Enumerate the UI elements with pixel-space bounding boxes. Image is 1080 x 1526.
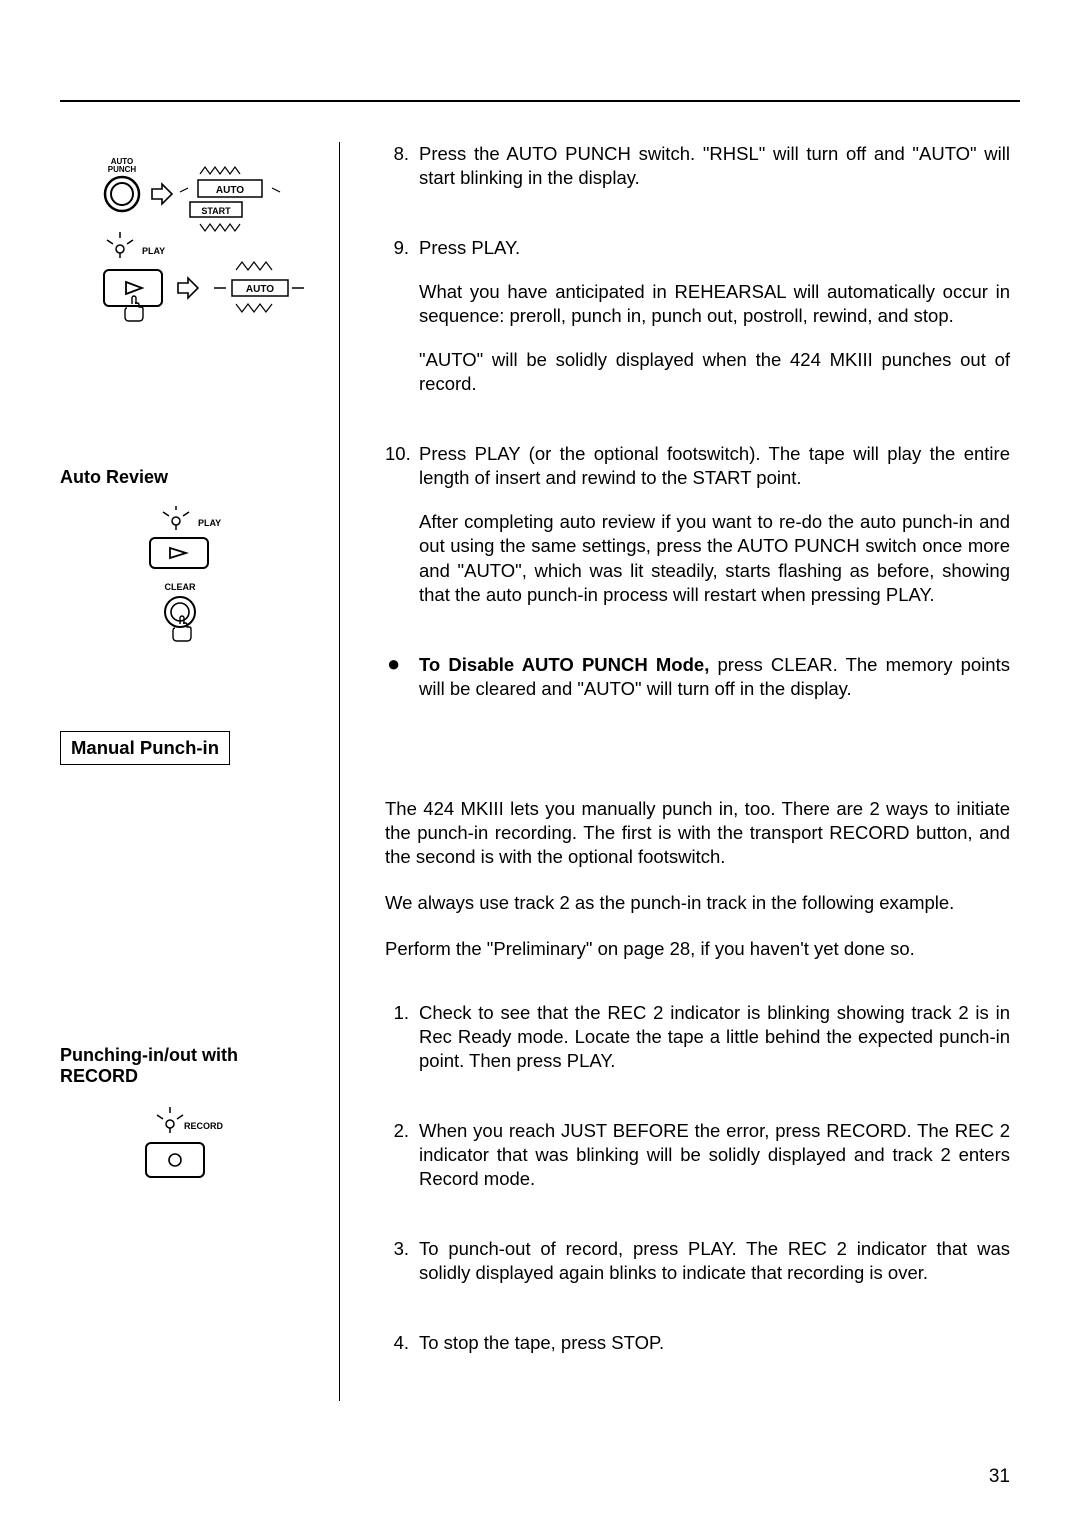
auto-review-svg: PLAY CLEAR <box>60 506 300 676</box>
punching-heading-l2: RECORD <box>60 1066 138 1086</box>
clear-label: CLEAR <box>165 582 196 592</box>
punching-heading: Punching-in/out with RECORD <box>60 1045 339 1087</box>
step-8-text: Press the AUTO PUNCH switch. "RHSL" will… <box>419 142 1010 190</box>
auto-punch-label-2: PUNCH <box>108 165 137 174</box>
step-8: 8. Press the AUTO PUNCH switch. "RHSL" w… <box>385 142 1010 210</box>
mstep-2-text: When you reach JUST BEFORE the error, pr… <box>419 1119 1010 1191</box>
disable-bullet-text: To Disable AUTO PUNCH Mode, press CLEAR.… <box>419 653 1010 701</box>
page-number: 31 <box>989 1466 1010 1488</box>
step-9-p2: What you have anticipated in REHEARSAL w… <box>419 280 1010 328</box>
step-10: 10. Press PLAY (or the optional footswit… <box>385 442 1010 626</box>
step-9-num: 9. <box>385 236 419 416</box>
manual-punch-heading: Manual Punch-in <box>60 731 230 765</box>
continued-steps: 8. Press the AUTO PUNCH switch. "RHSL" w… <box>385 142 1010 627</box>
bullet-icon: ● <box>385 653 419 701</box>
manual-punch-heading-box: Manual Punch-in <box>60 731 339 825</box>
step-10-p1: Press PLAY (or the optional footswitch).… <box>419 442 1010 490</box>
left-column: AUTO PUNCH AUTO <box>60 142 340 1401</box>
step-9-p3: "AUTO" will be solidly displayed when th… <box>419 348 1010 396</box>
mstep-3-text: To punch-out of record, press PLAY. The … <box>419 1237 1010 1285</box>
record-svg: RECORD <box>60 1105 300 1215</box>
start-label: START <box>201 206 231 216</box>
mstep-1-num: 1. <box>385 1001 419 1093</box>
auto-review-heading: Auto Review <box>60 467 339 488</box>
record-led-label: RECORD <box>184 1121 224 1131</box>
right-column: 8. Press the AUTO PUNCH switch. "RHSL" w… <box>340 142 1020 1401</box>
step-9-p1: Press PLAY. <box>419 236 1010 260</box>
auto-review-block: Auto Review PLAY CLEAR <box>60 467 339 681</box>
mstep-4-text: To stop the tape, press STOP. <box>419 1331 1010 1355</box>
play-led-label: PLAY <box>142 246 165 256</box>
auto-label-2: AUTO <box>246 284 274 295</box>
auto-punch-svg: AUTO PUNCH AUTO <box>80 152 320 352</box>
manual-steps: 1. Check to see that the REC 2 indicator… <box>385 1001 1010 1375</box>
page: AUTO PUNCH AUTO <box>0 0 1080 1526</box>
manual-para-1: The 424 MKIII lets you manually punch in… <box>385 797 1010 869</box>
auto-punch-diagram: AUTO PUNCH AUTO <box>60 152 339 357</box>
mstep-3-num: 3. <box>385 1237 419 1305</box>
punching-record-block: Punching-in/out with RECORD RECORD <box>60 1045 339 1220</box>
mstep-2: 2. When you reach JUST BEFORE the error,… <box>385 1119 1010 1211</box>
step-10-num: 10. <box>385 442 419 626</box>
step-9: 9. Press PLAY. What you have anticipated… <box>385 236 1010 416</box>
auto-label: AUTO <box>216 185 244 196</box>
disable-bold: To Disable AUTO PUNCH Mode, <box>419 654 709 675</box>
top-rule <box>60 100 1020 102</box>
mstep-2-num: 2. <box>385 1119 419 1211</box>
mstep-4: 4. To stop the tape, press STOP. <box>385 1331 1010 1375</box>
disable-bullet: ● To Disable AUTO PUNCH Mode, press CLEA… <box>385 653 1010 701</box>
step-8-num: 8. <box>385 142 419 210</box>
punching-heading-l1: Punching-in/out with <box>60 1045 238 1065</box>
mstep-3: 3. To punch-out of record, press PLAY. T… <box>385 1237 1010 1305</box>
mstep-4-num: 4. <box>385 1331 419 1375</box>
mstep-1: 1. Check to see that the REC 2 indicator… <box>385 1001 1010 1093</box>
manual-para-2: We always use track 2 as the punch-in tr… <box>385 891 1010 915</box>
mstep-1-text: Check to see that the REC 2 indicator is… <box>419 1001 1010 1073</box>
manual-para-3: Perform the "Preliminary" on page 28, if… <box>385 937 1010 961</box>
step-10-p2: After completing auto review if you want… <box>419 510 1010 606</box>
section-gap <box>385 727 1010 797</box>
two-column-layout: AUTO PUNCH AUTO <box>60 142 1020 1401</box>
play-led-label-2: PLAY <box>198 518 221 528</box>
